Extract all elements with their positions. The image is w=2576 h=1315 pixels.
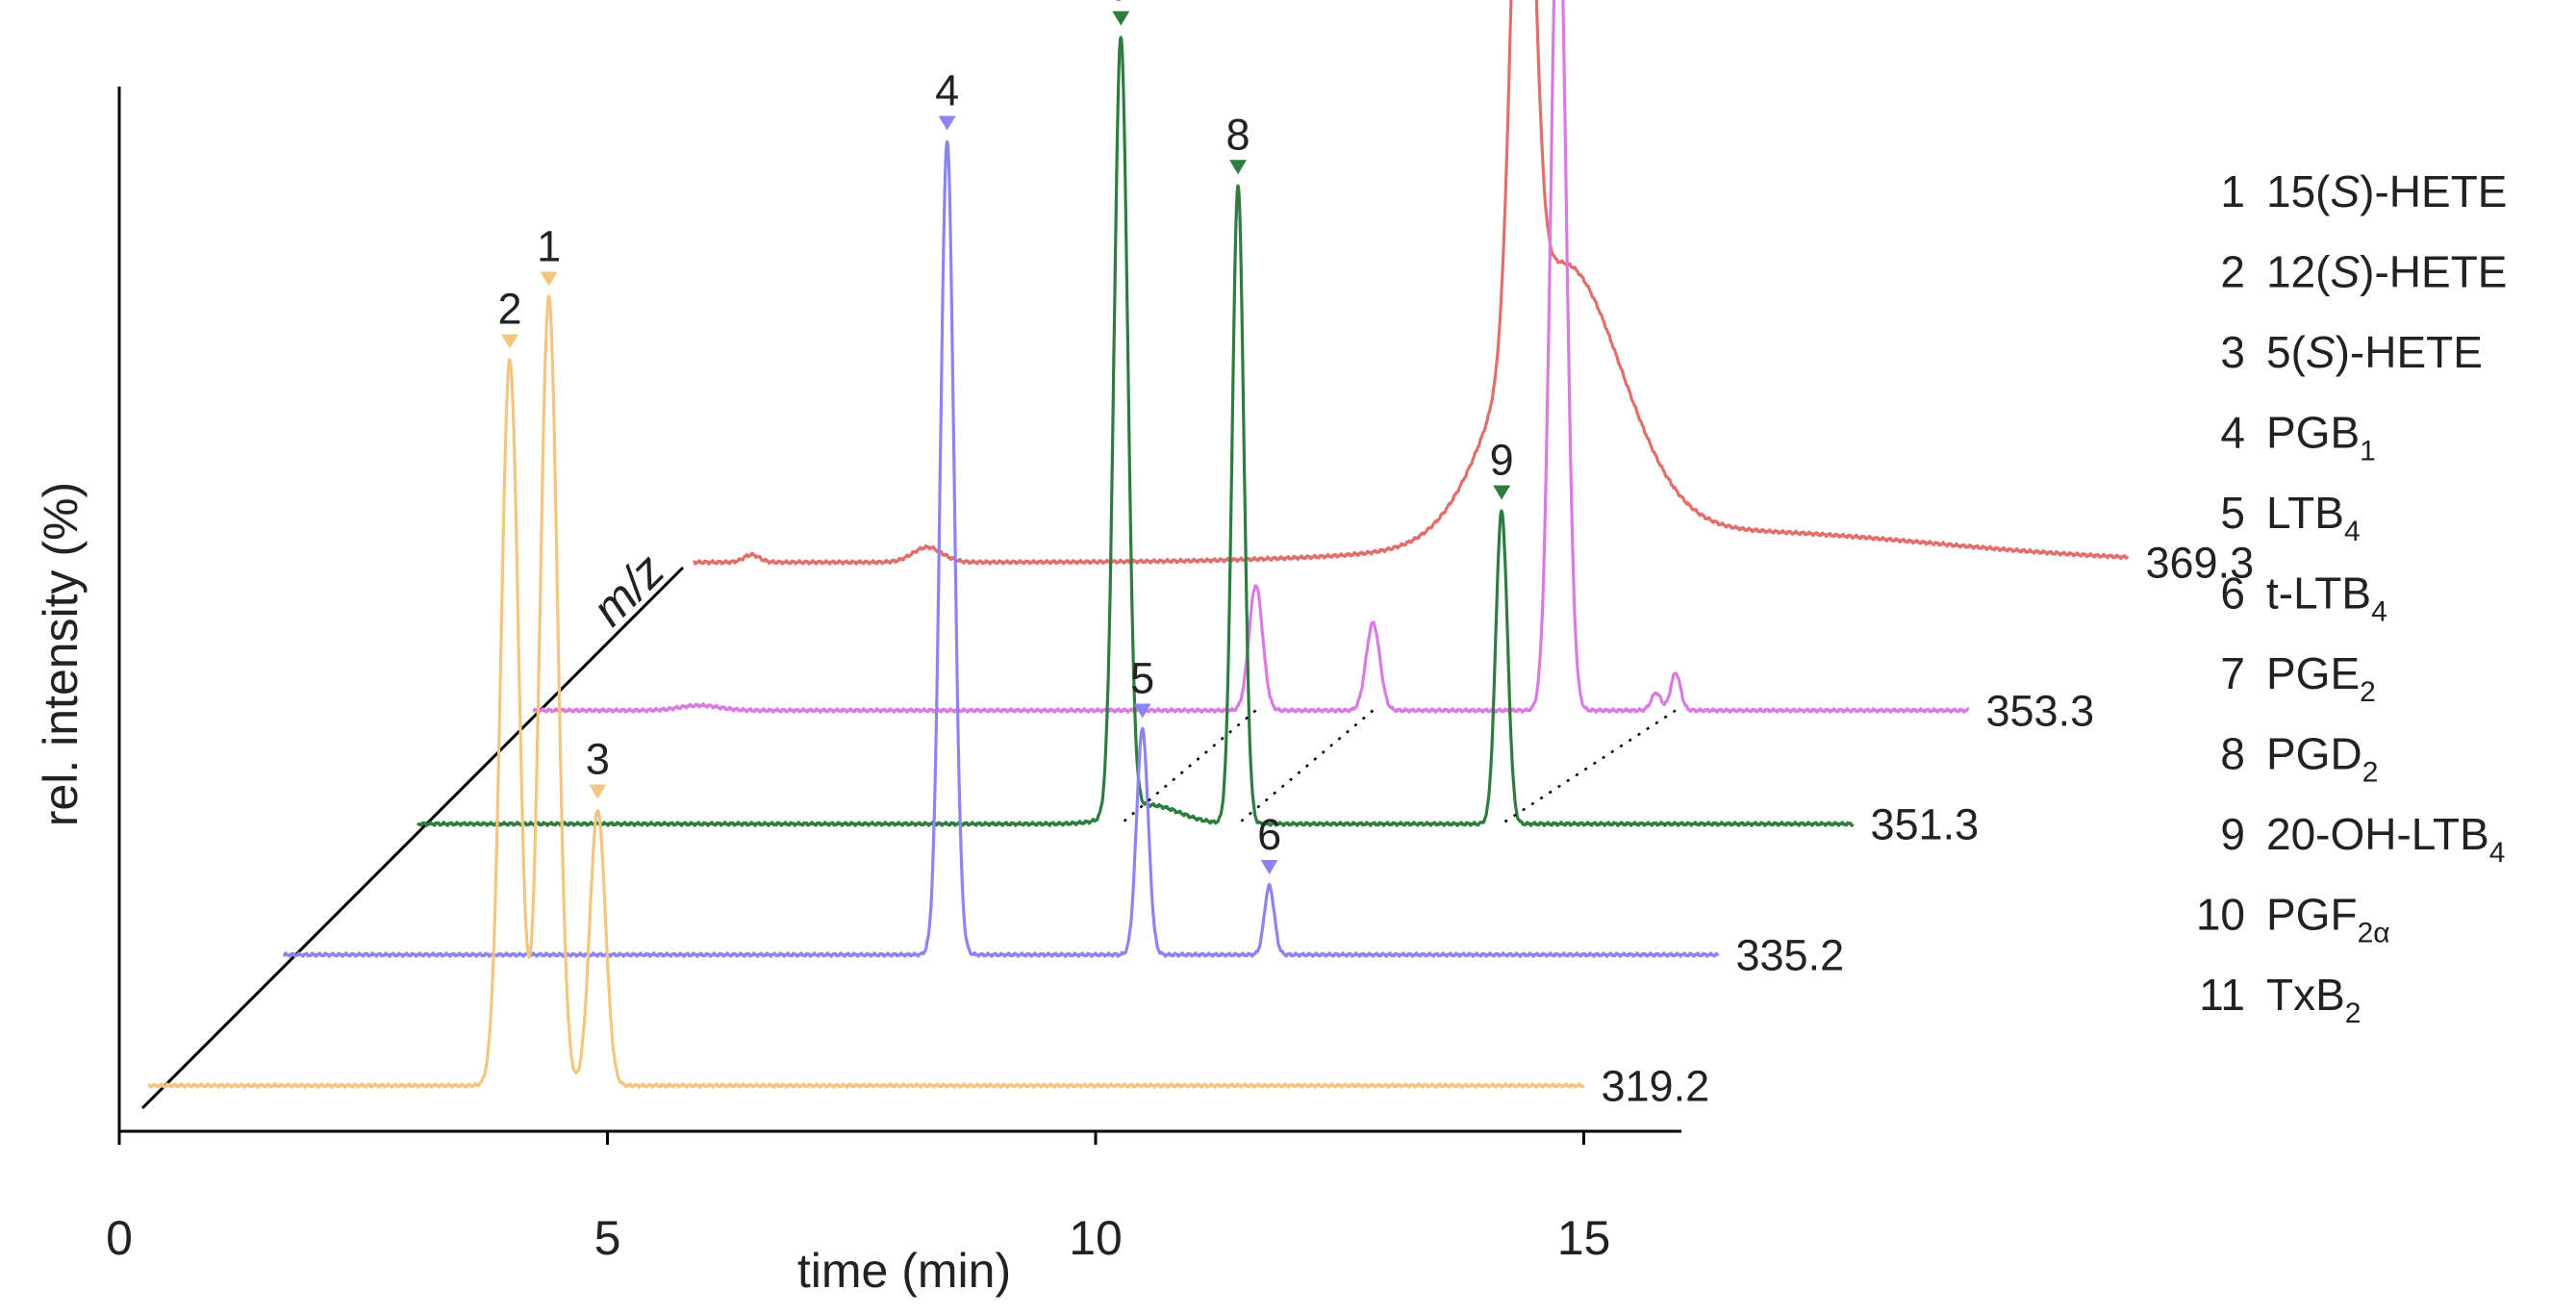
correspondence-guides [1120, 709, 1677, 825]
x-tick-label-0: 0 [106, 1211, 133, 1265]
peak-label-6: 6 [1257, 810, 1281, 859]
axes: m/z time (min) rel. intensity (%) [34, 87, 1681, 1298]
trace-labels: 369.3 353.3 351.3 335.2 319.2 [1602, 539, 2255, 1111]
legend-entry-11: TxB2 [2266, 970, 2361, 1029]
peak-label-5: 5 [1130, 654, 1154, 703]
series-trace-353-3 [532, 0, 1970, 714]
legend-number-4: 4 [2220, 408, 2245, 458]
peak-marker-6 [1260, 860, 1278, 874]
peak-markers: 1110789456213 [497, 0, 1514, 874]
legend-entry-5: LTB4 [2266, 488, 2361, 547]
series-trace-335-2 [282, 139, 1720, 958]
guide-line-2 [1501, 709, 1677, 825]
legend-number-5: 5 [2220, 488, 2245, 538]
legend-entry-1: 15(S)-HETE [2266, 166, 2508, 216]
depth-axis-line [140, 566, 685, 1110]
legend: 1 15(S)-HETE 2 12(S)-HETE 3 5(S)-HETE 4 PGB1 5 LT… [2196, 166, 2508, 1029]
legend-number-1: 1 [2220, 166, 2245, 216]
legend-number-8: 8 [2220, 729, 2245, 779]
x-axis-ticks: 0 5 10 15 [106, 1131, 1610, 1265]
legend-number-9: 9 [2220, 809, 2245, 859]
peak-marker-1 [540, 271, 558, 287]
legend-number-2: 2 [2220, 247, 2245, 297]
peak-marker-9 [1493, 485, 1511, 500]
peak-label-8: 8 [1226, 110, 1250, 159]
legend-number-6: 6 [2220, 569, 2245, 619]
legend-number-11: 11 [2199, 970, 2245, 1020]
legend-entry-10: PGF2α [2266, 890, 2390, 949]
peak-marker-7 [1112, 11, 1130, 26]
series-trace-319-2 [147, 294, 1585, 1089]
legend-number-10: 10 [2196, 890, 2245, 940]
trace-label-369-3: 369.3 [2146, 539, 2255, 588]
legend-entry-6: t-LTB4 [2266, 569, 2387, 628]
legend-entry-4: PGB1 [2266, 408, 2376, 468]
series-trace-369-3 [692, 0, 2130, 566]
legend-entry-2: 12(S)-HETE [2266, 247, 2508, 297]
legend-number-7: 7 [2220, 648, 2245, 698]
peak-marker-2 [501, 334, 518, 349]
trace-label-335-2: 335.2 [1736, 931, 1845, 980]
peak-marker-3 [589, 784, 607, 799]
legend-entry-3: 5(S)-HETE [2266, 327, 2483, 377]
x-axis-title: time (min) [797, 1244, 1011, 1298]
peak-label-3: 3 [586, 734, 610, 783]
trace-label-351-3: 351.3 [1871, 800, 1980, 849]
trace-label-319-2: 319.2 [1602, 1062, 1710, 1111]
x-tick-label-15: 15 [1557, 1211, 1611, 1265]
peak-label-4: 4 [935, 66, 959, 115]
peak-marker-5 [1133, 703, 1151, 719]
legend-entry-7: PGE2 [2266, 648, 2376, 708]
series-traces [147, 0, 2130, 1089]
peak-label-7: 7 [1109, 0, 1133, 11]
guide-line-1 [1237, 709, 1375, 825]
peak-marker-8 [1229, 160, 1248, 175]
x-tick-label-5: 5 [594, 1211, 621, 1265]
legend-entry-8: PGD2 [2266, 729, 2378, 789]
trace-label-353-3: 353.3 [1986, 687, 2095, 736]
legend-number-3: 3 [2220, 327, 2245, 377]
y-axis-title: rel. intensity (%) [34, 482, 88, 826]
peak-label-1: 1 [537, 221, 561, 270]
legend-entry-9: 20-OH-LTB4 [2266, 809, 2505, 869]
x-tick-label-10: 10 [1069, 1211, 1123, 1265]
guide-line-0 [1120, 709, 1257, 825]
series-trace-351-3 [416, 36, 1855, 827]
peak-label-2: 2 [497, 284, 521, 333]
peak-label-9: 9 [1490, 436, 1514, 485]
peak-marker-4 [938, 115, 956, 131]
depth-axis-label: m/z [582, 544, 675, 637]
